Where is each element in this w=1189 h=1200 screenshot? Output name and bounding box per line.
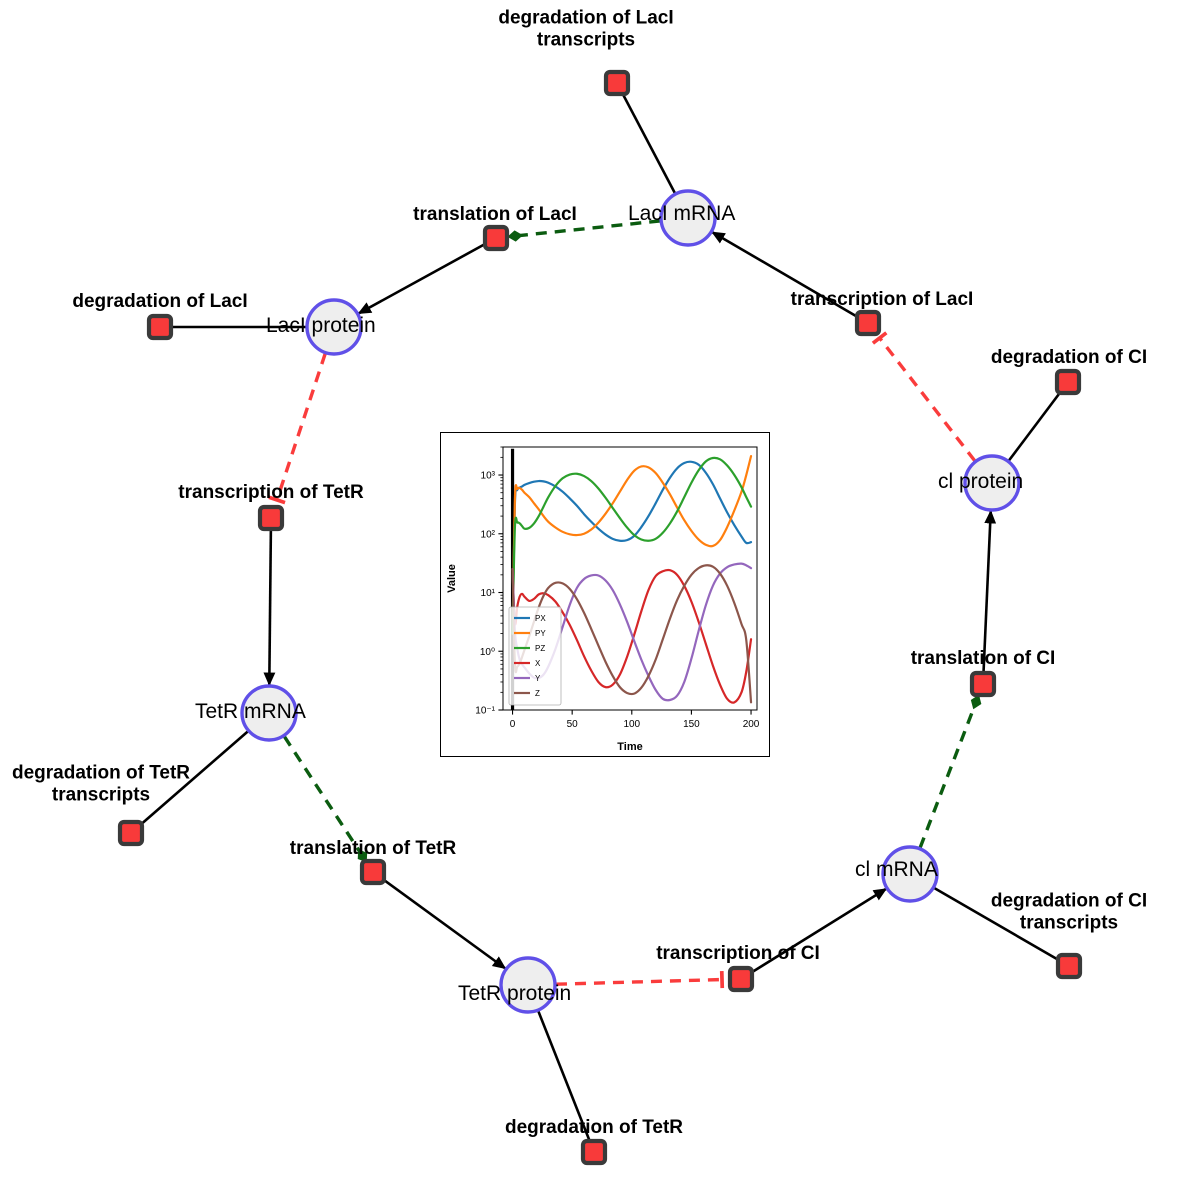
reaction-node-transcription_cl[interactable]: [727, 965, 755, 993]
chart-legend: PX PY PZ XYZ: [508, 606, 562, 706]
edge-production: [982, 509, 997, 672]
species-node-cl_mrna[interactable]: [881, 845, 939, 903]
y-tick-label: 10²: [481, 529, 496, 540]
edge-consumption: [621, 93, 677, 194]
reaction-node-deg_lacI_transcripts[interactable]: [603, 69, 631, 97]
series-line-PY: [511, 455, 753, 635]
legend-label-PX: PX: [535, 614, 546, 623]
edge-inhibition: [555, 970, 725, 989]
series-line-PZ: [511, 456, 753, 635]
legend-label-Z: Z: [535, 689, 540, 698]
x-tick-label: 150: [683, 719, 700, 730]
edge-modifier: [918, 694, 982, 849]
x-tick-label: 0: [510, 719, 516, 730]
reaction-node-translation_lacI[interactable]: [482, 224, 510, 252]
plot-frame: [502, 446, 758, 711]
x-axis-label: Time: [617, 741, 642, 753]
timecourse-plot-inset: 10⁻¹ 10⁰ 10¹ 10² 10³ 0 50 100 150 200 Time Value PX P…: [440, 432, 770, 757]
reaction-node-translation_tetR[interactable]: [359, 858, 387, 886]
edge-layer: [139, 93, 1062, 1141]
y-tick-label: 10⁰: [480, 647, 495, 658]
edge-production: [711, 230, 858, 318]
y-tick-label: 10¹: [481, 588, 496, 599]
x-tick-label: 100: [623, 719, 640, 730]
node-layer: [117, 69, 1083, 1166]
reaction-node-deg_cl[interactable]: [1054, 368, 1082, 396]
legend-label-X: X: [535, 659, 541, 668]
edge-production: [263, 530, 276, 687]
edge-production: [751, 887, 888, 974]
edge-inhibition: [268, 353, 327, 505]
edge-modifier: [282, 735, 368, 863]
edge-consumption: [139, 730, 249, 826]
y-axis-label: Value: [446, 564, 458, 593]
species-node-lacI_mrna[interactable]: [659, 189, 717, 247]
reaction-node-deg_lacI[interactable]: [146, 313, 174, 341]
edge-inhibition: [871, 331, 977, 462]
edge-consumption: [537, 1010, 591, 1141]
legend-label-PZ: PZ: [535, 644, 545, 653]
legend-label-Y: Y: [535, 674, 541, 683]
reaction-node-deg_tetR_transcripts[interactable]: [117, 819, 145, 847]
edge-consumption: [933, 886, 1059, 961]
series-line-PX: [511, 460, 753, 635]
reaction-node-translation_cl[interactable]: [969, 670, 997, 698]
y-tick-label: 10³: [481, 471, 496, 482]
edge-consumption: [1007, 391, 1062, 462]
species-node-cl_protein[interactable]: [963, 454, 1021, 512]
reaction-node-deg_tetR[interactable]: [580, 1138, 608, 1166]
edge-modifier: [507, 219, 661, 242]
species-node-tetR_mrna[interactable]: [240, 684, 298, 742]
species-node-lacI_protein[interactable]: [305, 298, 363, 356]
legend-label-PY: PY: [535, 629, 546, 638]
reaction-node-deg_cl_transcripts[interactable]: [1055, 952, 1083, 980]
edge-production: [357, 243, 486, 315]
reaction-node-transcription_tetR[interactable]: [257, 504, 285, 532]
y-tick-label: 10⁻¹: [475, 706, 495, 717]
reaction-node-transcription_lacI[interactable]: [854, 309, 882, 337]
species-node-tetR_protein[interactable]: [499, 956, 557, 1014]
x-tick-label: 200: [743, 719, 760, 730]
x-tick-label: 50: [567, 719, 579, 730]
edge-production: [382, 878, 507, 970]
